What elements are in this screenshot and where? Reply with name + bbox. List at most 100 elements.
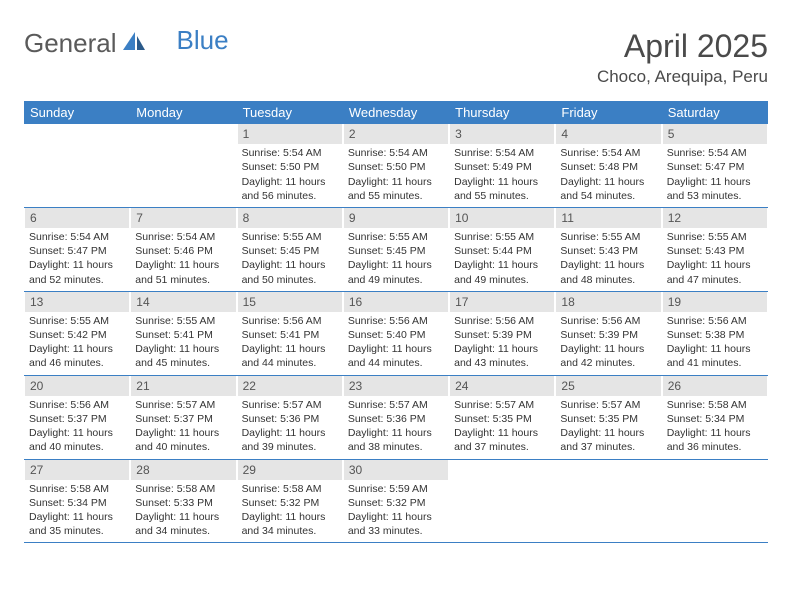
day-cell: 11Sunrise: 5:55 AMSunset: 5:43 PMDayligh… — [555, 208, 661, 291]
day-number — [556, 460, 660, 464]
week-row: 20Sunrise: 5:56 AMSunset: 5:37 PMDayligh… — [24, 376, 768, 460]
day-number: 18 — [556, 292, 660, 312]
day-cell: 18Sunrise: 5:56 AMSunset: 5:39 PMDayligh… — [555, 292, 661, 375]
day-detail: Sunrise: 5:55 AMSunset: 5:45 PMDaylight:… — [238, 230, 342, 287]
sunrise-line: Sunrise: 5:54 AM — [135, 230, 231, 244]
daylight-line: Daylight: 11 hours and 34 minutes. — [242, 510, 338, 538]
sunset-line: Sunset: 5:39 PM — [560, 328, 656, 342]
day-cell: 13Sunrise: 5:55 AMSunset: 5:42 PMDayligh… — [24, 292, 130, 375]
day-number: 22 — [238, 376, 342, 396]
day-number: 29 — [238, 460, 342, 480]
sunset-line: Sunset: 5:45 PM — [348, 244, 444, 258]
calendar-grid: SundayMondayTuesdayWednesdayThursdayFrid… — [24, 101, 768, 543]
week-row: 13Sunrise: 5:55 AMSunset: 5:42 PMDayligh… — [24, 292, 768, 376]
day-cell: 26Sunrise: 5:58 AMSunset: 5:34 PMDayligh… — [662, 376, 768, 459]
sunrise-line: Sunrise: 5:54 AM — [454, 146, 550, 160]
day-cell: 14Sunrise: 5:55 AMSunset: 5:41 PMDayligh… — [130, 292, 236, 375]
daylight-line: Daylight: 11 hours and 41 minutes. — [667, 342, 763, 370]
day-cell: 21Sunrise: 5:57 AMSunset: 5:37 PMDayligh… — [130, 376, 236, 459]
sunset-line: Sunset: 5:44 PM — [454, 244, 550, 258]
day-number — [450, 460, 554, 464]
day-cell — [449, 460, 555, 543]
sunset-line: Sunset: 5:36 PM — [242, 412, 338, 426]
day-cell — [24, 124, 130, 207]
daylight-line: Daylight: 11 hours and 51 minutes. — [135, 258, 231, 286]
day-detail: Sunrise: 5:56 AMSunset: 5:40 PMDaylight:… — [344, 314, 448, 371]
sunrise-line: Sunrise: 5:56 AM — [348, 314, 444, 328]
day-detail: Sunrise: 5:54 AMSunset: 5:49 PMDaylight:… — [450, 146, 554, 203]
daylight-line: Daylight: 11 hours and 45 minutes. — [135, 342, 231, 370]
day-number: 20 — [25, 376, 129, 396]
day-number: 10 — [450, 208, 554, 228]
day-cell: 7Sunrise: 5:54 AMSunset: 5:46 PMDaylight… — [130, 208, 236, 291]
daylight-line: Daylight: 11 hours and 49 minutes. — [454, 258, 550, 286]
sunrise-line: Sunrise: 5:56 AM — [242, 314, 338, 328]
sunrise-line: Sunrise: 5:55 AM — [667, 230, 763, 244]
daylight-line: Daylight: 11 hours and 38 minutes. — [348, 426, 444, 454]
day-detail: Sunrise: 5:55 AMSunset: 5:45 PMDaylight:… — [344, 230, 448, 287]
sunrise-line: Sunrise: 5:57 AM — [242, 398, 338, 412]
day-number — [663, 460, 767, 464]
day-detail: Sunrise: 5:54 AMSunset: 5:46 PMDaylight:… — [131, 230, 235, 287]
sunrise-line: Sunrise: 5:54 AM — [348, 146, 444, 160]
sunset-line: Sunset: 5:34 PM — [667, 412, 763, 426]
day-cell: 25Sunrise: 5:57 AMSunset: 5:35 PMDayligh… — [555, 376, 661, 459]
daylight-line: Daylight: 11 hours and 49 minutes. — [348, 258, 444, 286]
day-cell: 2Sunrise: 5:54 AMSunset: 5:50 PMDaylight… — [343, 124, 449, 207]
sunrise-line: Sunrise: 5:55 AM — [348, 230, 444, 244]
sunrise-line: Sunrise: 5:58 AM — [135, 482, 231, 496]
day-cell: 27Sunrise: 5:58 AMSunset: 5:34 PMDayligh… — [24, 460, 130, 543]
day-detail: Sunrise: 5:58 AMSunset: 5:34 PMDaylight:… — [663, 398, 767, 455]
sunset-line: Sunset: 5:33 PM — [135, 496, 231, 510]
daylight-line: Daylight: 11 hours and 43 minutes. — [454, 342, 550, 370]
sunset-line: Sunset: 5:45 PM — [242, 244, 338, 258]
sunrise-line: Sunrise: 5:59 AM — [348, 482, 444, 496]
sunset-line: Sunset: 5:47 PM — [29, 244, 125, 258]
page-header: General Blue April 2025 Choco, Arequipa,… — [24, 28, 768, 87]
logo: General Blue — [24, 28, 229, 59]
week-row: 6Sunrise: 5:54 AMSunset: 5:47 PMDaylight… — [24, 208, 768, 292]
sunrise-line: Sunrise: 5:57 AM — [135, 398, 231, 412]
day-cell: 17Sunrise: 5:56 AMSunset: 5:39 PMDayligh… — [449, 292, 555, 375]
day-cell: 6Sunrise: 5:54 AMSunset: 5:47 PMDaylight… — [24, 208, 130, 291]
sunrise-line: Sunrise: 5:58 AM — [667, 398, 763, 412]
day-cell — [662, 460, 768, 543]
day-detail: Sunrise: 5:58 AMSunset: 5:34 PMDaylight:… — [25, 482, 129, 539]
day-detail: Sunrise: 5:57 AMSunset: 5:36 PMDaylight:… — [344, 398, 448, 455]
day-header-cell: Wednesday — [343, 101, 449, 124]
day-number: 12 — [663, 208, 767, 228]
day-cell — [555, 460, 661, 543]
day-detail: Sunrise: 5:58 AMSunset: 5:32 PMDaylight:… — [238, 482, 342, 539]
sunrise-line: Sunrise: 5:57 AM — [454, 398, 550, 412]
daylight-line: Daylight: 11 hours and 53 minutes. — [667, 175, 763, 203]
sunrise-line: Sunrise: 5:57 AM — [348, 398, 444, 412]
daylight-line: Daylight: 11 hours and 55 minutes. — [454, 175, 550, 203]
sunset-line: Sunset: 5:50 PM — [242, 160, 338, 174]
week-row: 27Sunrise: 5:58 AMSunset: 5:34 PMDayligh… — [24, 460, 768, 544]
sunrise-line: Sunrise: 5:55 AM — [29, 314, 125, 328]
day-detail: Sunrise: 5:56 AMSunset: 5:37 PMDaylight:… — [25, 398, 129, 455]
day-header-cell: Tuesday — [237, 101, 343, 124]
sunset-line: Sunset: 5:35 PM — [560, 412, 656, 426]
daylight-line: Daylight: 11 hours and 40 minutes. — [29, 426, 125, 454]
sunset-line: Sunset: 5:50 PM — [348, 160, 444, 174]
sunset-line: Sunset: 5:37 PM — [135, 412, 231, 426]
daylight-line: Daylight: 11 hours and 52 minutes. — [29, 258, 125, 286]
day-header-cell: Thursday — [449, 101, 555, 124]
week-row: 1Sunrise: 5:54 AMSunset: 5:50 PMDaylight… — [24, 124, 768, 208]
day-detail: Sunrise: 5:58 AMSunset: 5:33 PMDaylight:… — [131, 482, 235, 539]
day-detail: Sunrise: 5:59 AMSunset: 5:32 PMDaylight:… — [344, 482, 448, 539]
day-cell: 16Sunrise: 5:56 AMSunset: 5:40 PMDayligh… — [343, 292, 449, 375]
sunset-line: Sunset: 5:40 PM — [348, 328, 444, 342]
daylight-line: Daylight: 11 hours and 36 minutes. — [667, 426, 763, 454]
daylight-line: Daylight: 11 hours and 47 minutes. — [667, 258, 763, 286]
sunset-line: Sunset: 5:43 PM — [667, 244, 763, 258]
day-detail: Sunrise: 5:57 AMSunset: 5:36 PMDaylight:… — [238, 398, 342, 455]
day-header-row: SundayMondayTuesdayWednesdayThursdayFrid… — [24, 101, 768, 124]
sunset-line: Sunset: 5:39 PM — [454, 328, 550, 342]
sunrise-line: Sunrise: 5:54 AM — [667, 146, 763, 160]
day-cell: 23Sunrise: 5:57 AMSunset: 5:36 PMDayligh… — [343, 376, 449, 459]
title-block: April 2025 Choco, Arequipa, Peru — [597, 28, 768, 87]
daylight-line: Daylight: 11 hours and 44 minutes. — [242, 342, 338, 370]
day-number — [131, 124, 235, 128]
